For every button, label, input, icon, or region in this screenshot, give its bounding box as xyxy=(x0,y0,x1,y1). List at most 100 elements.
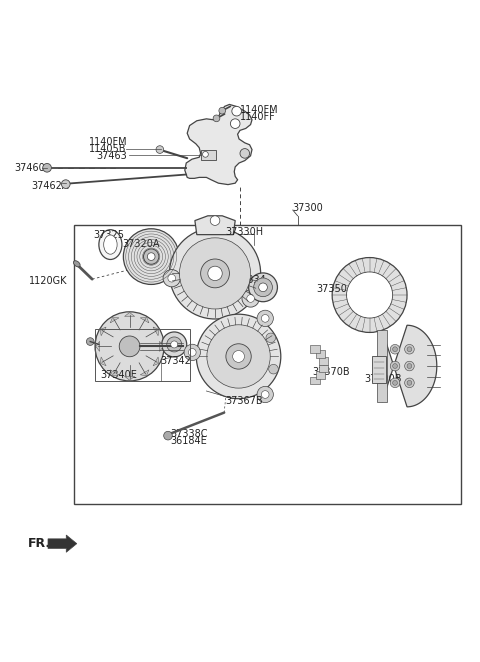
Text: 36184E: 36184E xyxy=(170,436,207,446)
Circle shape xyxy=(189,349,196,356)
Circle shape xyxy=(332,258,407,332)
Circle shape xyxy=(266,333,276,343)
Text: 1140FM: 1140FM xyxy=(89,137,127,148)
Circle shape xyxy=(240,148,250,158)
Circle shape xyxy=(262,314,269,322)
Circle shape xyxy=(168,274,176,282)
Polygon shape xyxy=(153,327,159,336)
Text: 37463: 37463 xyxy=(96,151,127,161)
Bar xyxy=(310,345,320,353)
Circle shape xyxy=(123,229,179,285)
Circle shape xyxy=(207,325,270,388)
Ellipse shape xyxy=(99,230,122,260)
Bar xyxy=(372,356,386,383)
Circle shape xyxy=(208,266,222,281)
Polygon shape xyxy=(382,325,437,407)
Circle shape xyxy=(219,107,226,114)
Polygon shape xyxy=(159,342,164,352)
Polygon shape xyxy=(140,317,149,323)
Circle shape xyxy=(119,336,140,357)
Circle shape xyxy=(259,283,267,292)
Circle shape xyxy=(347,272,393,318)
Circle shape xyxy=(180,238,251,309)
Text: 1140FF: 1140FF xyxy=(240,113,276,122)
Circle shape xyxy=(242,290,259,307)
Polygon shape xyxy=(185,105,252,185)
Bar xyxy=(95,328,190,381)
Polygon shape xyxy=(153,357,159,365)
Bar xyxy=(316,371,325,379)
Circle shape xyxy=(405,361,414,371)
Circle shape xyxy=(201,259,229,288)
Circle shape xyxy=(232,107,241,116)
Text: FR.: FR. xyxy=(28,537,51,549)
Polygon shape xyxy=(96,342,100,352)
Polygon shape xyxy=(100,357,106,365)
Circle shape xyxy=(163,269,180,287)
Text: 37462A: 37462A xyxy=(31,181,69,191)
Text: 37320A: 37320A xyxy=(122,238,160,249)
Circle shape xyxy=(213,115,220,122)
Bar xyxy=(319,357,328,365)
Circle shape xyxy=(390,361,400,371)
Bar xyxy=(377,330,387,402)
Text: 37350: 37350 xyxy=(317,284,348,294)
Bar xyxy=(201,150,216,160)
Text: 37330H: 37330H xyxy=(226,227,264,237)
Circle shape xyxy=(390,378,400,388)
Circle shape xyxy=(407,381,412,385)
Polygon shape xyxy=(48,535,77,552)
Circle shape xyxy=(171,341,178,348)
Circle shape xyxy=(405,344,414,354)
Circle shape xyxy=(253,278,273,297)
Circle shape xyxy=(43,164,51,172)
Circle shape xyxy=(249,273,277,302)
Circle shape xyxy=(144,249,159,264)
Circle shape xyxy=(247,295,254,303)
Polygon shape xyxy=(100,327,106,336)
Ellipse shape xyxy=(104,235,117,254)
Text: 11405B: 11405B xyxy=(89,144,126,154)
Circle shape xyxy=(233,350,244,362)
Circle shape xyxy=(393,347,397,352)
Circle shape xyxy=(390,344,400,354)
Circle shape xyxy=(184,344,201,361)
Circle shape xyxy=(95,312,164,381)
Circle shape xyxy=(169,228,261,319)
Circle shape xyxy=(405,378,414,388)
Circle shape xyxy=(167,337,182,352)
Circle shape xyxy=(147,253,155,260)
Circle shape xyxy=(210,216,220,225)
Polygon shape xyxy=(140,370,149,376)
Text: 37390B: 37390B xyxy=(364,374,401,384)
Circle shape xyxy=(257,310,274,326)
Circle shape xyxy=(393,363,397,369)
Circle shape xyxy=(203,152,208,158)
Bar xyxy=(310,377,320,384)
Circle shape xyxy=(226,344,251,369)
Circle shape xyxy=(407,363,412,369)
Circle shape xyxy=(61,180,70,189)
Text: 37300: 37300 xyxy=(293,203,324,213)
Text: 37334: 37334 xyxy=(235,275,266,285)
Circle shape xyxy=(196,314,281,399)
Circle shape xyxy=(164,432,172,440)
Text: 37340E: 37340E xyxy=(101,370,138,380)
Circle shape xyxy=(86,338,94,346)
Circle shape xyxy=(393,381,397,385)
Circle shape xyxy=(257,387,274,402)
Circle shape xyxy=(407,347,412,352)
Circle shape xyxy=(230,119,240,128)
Text: 1140FM: 1140FM xyxy=(240,105,278,115)
Circle shape xyxy=(156,146,164,154)
Ellipse shape xyxy=(73,261,80,267)
Polygon shape xyxy=(110,317,119,323)
Polygon shape xyxy=(124,377,135,380)
Polygon shape xyxy=(124,312,135,316)
Text: 37370B: 37370B xyxy=(312,367,349,377)
Text: 37460: 37460 xyxy=(14,163,45,173)
Circle shape xyxy=(262,391,269,399)
Bar xyxy=(316,350,325,357)
Text: 37338C: 37338C xyxy=(170,429,208,439)
Circle shape xyxy=(269,364,278,374)
